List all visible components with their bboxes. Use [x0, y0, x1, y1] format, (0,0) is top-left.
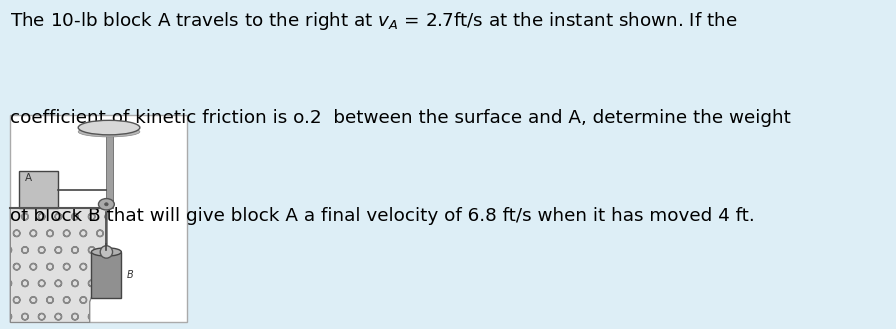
Polygon shape	[11, 209, 108, 322]
Bar	[19, 171, 58, 209]
Bar	[106, 121, 113, 209]
Ellipse shape	[99, 199, 115, 210]
Text: B: B	[126, 270, 134, 280]
Ellipse shape	[78, 127, 140, 137]
Text: A: A	[24, 173, 31, 183]
Ellipse shape	[91, 248, 121, 256]
Ellipse shape	[78, 120, 140, 135]
Ellipse shape	[100, 246, 113, 258]
Polygon shape	[11, 209, 108, 322]
Text: The 10-lb block A travels to the right at $v_A$ = 2.7ft/s at the instant shown. : The 10-lb block A travels to the right a…	[11, 10, 738, 32]
Ellipse shape	[105, 203, 108, 206]
Bar	[91, 252, 121, 297]
Text: of block B that will give block A a final velocity of 6.8 ft/s when it has moved: of block B that will give block A a fina…	[11, 207, 755, 225]
Bar	[106, 200, 113, 206]
Bar	[11, 115, 186, 322]
Text: coefficient of kinetic friction is o.2  between the surface and A, determine the: coefficient of kinetic friction is o.2 b…	[11, 109, 791, 127]
